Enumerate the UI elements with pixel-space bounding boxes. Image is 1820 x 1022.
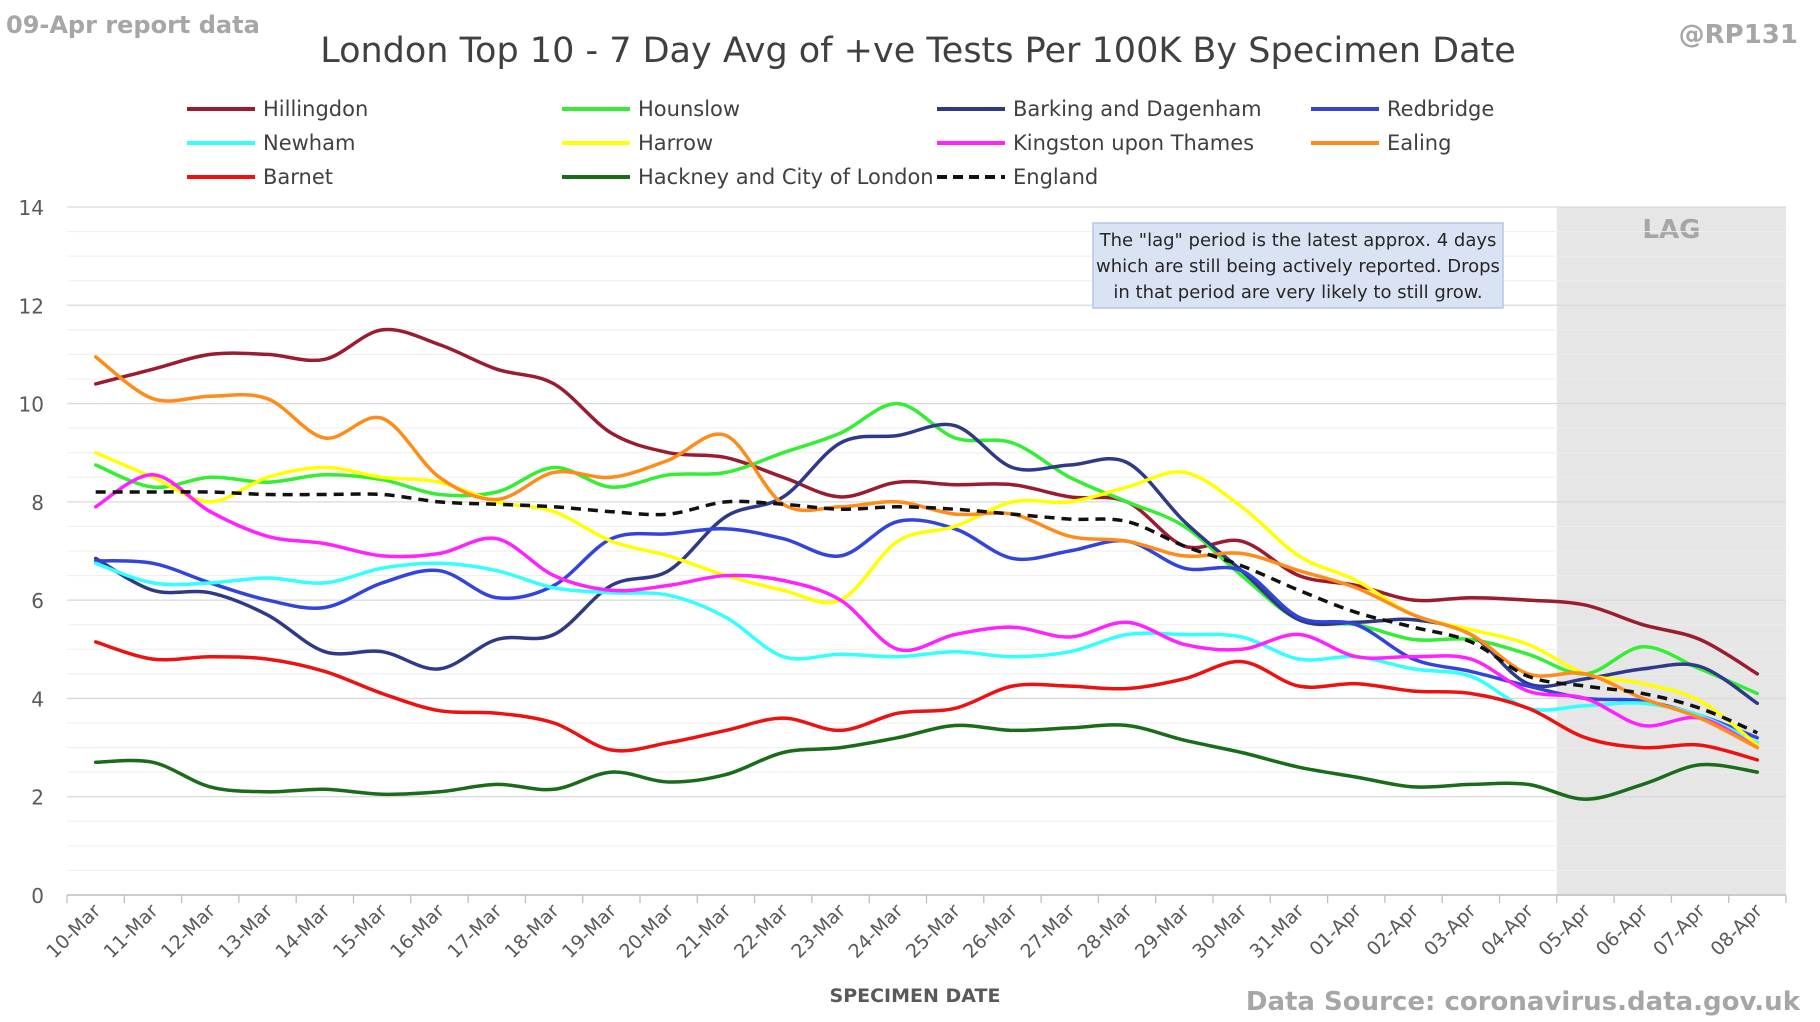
lag-note-line: in that period are very likely to still …	[1113, 282, 1482, 303]
x-tick-label: 12-Mar	[157, 900, 220, 963]
lag-note-text: The "lag" period is the latest approx. 4…	[1096, 230, 1500, 303]
y-tick-label: 2	[31, 786, 44, 810]
x-tick-label: 30-Mar	[1188, 900, 1251, 963]
handle-label: @RP131	[1679, 20, 1798, 50]
legend-label: Ealing	[1387, 131, 1451, 155]
x-tick-label: 24-Mar	[845, 900, 908, 963]
y-tick-label: 12	[19, 294, 44, 318]
x-tick-label: 28-Mar	[1074, 900, 1137, 963]
legend-item-barking-and-dagenham: Barking and Dagenham	[937, 97, 1262, 121]
plot-area: LAG 0 2 4 6 8 10 12 14 10-Mar11-Mar12-Mar13-Mar14…	[19, 196, 1787, 963]
x-tick-label: 16-Mar	[386, 900, 449, 963]
y-tick-label: 0	[31, 884, 44, 908]
legend-label: Newham	[263, 131, 355, 155]
report-label: 09-Apr report data	[6, 11, 260, 39]
legend-label: Barking and Dagenham	[1013, 97, 1262, 121]
legend: Hillingdon Hounslow Barking and Dagenham Re…	[187, 97, 1494, 189]
series-line-barnet	[93, 640, 1760, 762]
x-tick-label: 01-Apr	[1305, 900, 1366, 961]
x-tick-label: 03-Apr	[1420, 900, 1481, 961]
x-tick-label: 19-Mar	[558, 900, 621, 963]
legend-label: Harrow	[638, 131, 713, 155]
chart-title: London Top 10 - 7 Day Avg of +ve Tests P…	[320, 31, 1516, 71]
series-line-hackney-and-city-of-london	[93, 723, 1760, 801]
x-tick-label: 25-Mar	[902, 900, 965, 963]
legend-label: Hounslow	[638, 97, 740, 121]
x-tick-label: 31-Mar	[1246, 900, 1309, 963]
x-axis-label: SPECIMEN DATE	[830, 985, 1001, 1007]
x-tick-label: 20-Mar	[615, 900, 678, 963]
series-line-kingston-upon-thames	[93, 473, 1760, 750]
x-tick-label: 10-Mar	[42, 900, 105, 963]
series-line-harrow	[93, 450, 1760, 747]
legend-item-hackney-and-city-of-london: Hackney and City of London	[562, 165, 934, 189]
x-tick-label: 23-Mar	[787, 900, 850, 963]
x-tick-label: 27-Mar	[1016, 900, 1079, 963]
y-tick-label: 6	[31, 589, 44, 613]
x-tick-label: 29-Mar	[1131, 900, 1194, 963]
lag-note-line: The "lag" period is the latest approx. 4…	[1099, 230, 1497, 251]
series-line-redbridge	[93, 518, 1760, 740]
legend-label: England	[1013, 165, 1098, 189]
series-line-newham	[93, 561, 1760, 745]
series-line-ealing	[93, 355, 1760, 750]
legend-item-kingston-upon-thames: Kingston upon Thames	[937, 131, 1254, 155]
legend-item-hillingdon: Hillingdon	[187, 97, 368, 121]
x-tick-label: 11-Mar	[100, 900, 163, 963]
series-line-hillingdon	[93, 327, 1760, 676]
x-tick-label: 04-Apr	[1477, 900, 1538, 961]
legend-item-ealing: Ealing	[1311, 131, 1451, 155]
legend-item-barnet: Barnet	[187, 165, 333, 189]
x-tick-label: 02-Apr	[1363, 900, 1424, 961]
legend-label: Redbridge	[1387, 97, 1494, 121]
x-tick-label: 08-Apr	[1706, 900, 1767, 961]
lag-label: LAG	[1642, 215, 1700, 245]
legend-label: Barnet	[263, 165, 333, 189]
legend-label: Hackney and City of London	[638, 165, 934, 189]
x-tick-label: 21-Mar	[673, 900, 736, 963]
x-tick-label: 18-Mar	[501, 900, 564, 963]
x-tick-label: 05-Apr	[1535, 900, 1596, 961]
series-line-england	[95, 490, 1758, 735]
x-tick-label: 14-Mar	[272, 900, 335, 963]
x-tick-label: 06-Apr	[1592, 900, 1653, 961]
legend-item-harrow: Harrow	[562, 131, 713, 155]
x-tick-label: 07-Apr	[1649, 900, 1710, 961]
lag-note-line: which are still being actively reported.…	[1096, 256, 1500, 277]
x-tick-label: 13-Mar	[214, 900, 277, 963]
legend-item-redbridge: Redbridge	[1311, 97, 1494, 121]
legend-item-newham: Newham	[187, 131, 355, 155]
data-source: Data Source: coronavirus.data.gov.uk	[1246, 987, 1801, 1017]
legend-item-england: England	[937, 165, 1098, 189]
y-tick-label: 8	[31, 491, 44, 515]
lag-note: The "lag" period is the latest approx. 4…	[1092, 222, 1504, 309]
y-tick-label: 4	[31, 687, 44, 711]
y-tick-label: 14	[19, 196, 44, 220]
x-tick-label: 22-Mar	[730, 900, 793, 963]
lag-note-box	[1092, 222, 1504, 309]
legend-item-hounslow: Hounslow	[562, 97, 740, 121]
x-tick-label: 26-Mar	[959, 900, 1022, 963]
y-tick-label: 10	[19, 393, 44, 417]
x-tick-label: 15-Mar	[329, 900, 392, 963]
legend-label: Hillingdon	[263, 97, 368, 121]
x-tick-label: 17-Mar	[443, 900, 506, 963]
legend-label: Kingston upon Thames	[1013, 131, 1254, 155]
